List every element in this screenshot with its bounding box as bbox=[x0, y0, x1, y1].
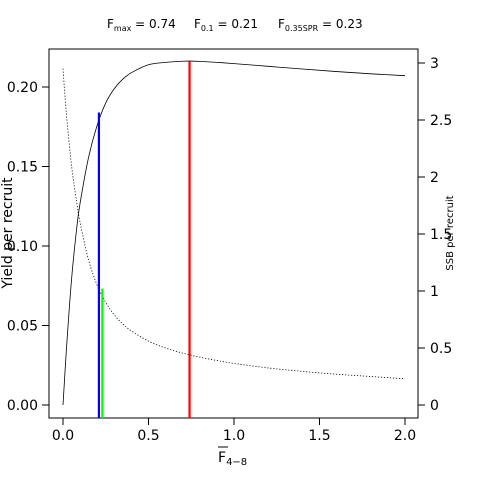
yield-per-recruit-line bbox=[62, 60, 406, 406]
series-layer bbox=[62, 60, 406, 406]
y-tick-label: 0.20 bbox=[7, 80, 38, 96]
y-tick-label: 0.05 bbox=[7, 319, 38, 335]
reference-lines bbox=[97, 61, 191, 418]
y-tick-label: 0.00 bbox=[7, 398, 38, 414]
y2-tick-label: 2 bbox=[430, 170, 439, 186]
y-axis-left: 0.00 0.05 0.10 0.15 0.20 bbox=[7, 80, 49, 414]
y2-axis-title: SSB per recruit bbox=[445, 195, 456, 270]
y2-tick-label: 1 bbox=[430, 284, 439, 300]
y-tick-label: 0.15 bbox=[7, 160, 38, 176]
x-tick-label: 0.0 bbox=[52, 428, 74, 444]
x-tick-label: 1.0 bbox=[223, 428, 245, 444]
chart-title: Fmax = 0.74 F0.1 = 0.21 F0.35SPR = 0.23 bbox=[107, 17, 363, 33]
y2-tick-label: 0 bbox=[430, 398, 439, 414]
y-tick-label: 0.10 bbox=[7, 239, 38, 255]
y2-tick-label: 2.5 bbox=[430, 113, 452, 129]
y-axis-right: 0 0.5 1 1.5 2 2.5 3 bbox=[418, 56, 452, 414]
title-part-2: F0.35SPR = 0.23 bbox=[278, 17, 363, 33]
x-axis: 0.0 0.5 1.0 1.5 2.0 bbox=[52, 418, 416, 444]
y2-tick-label: 1.5 bbox=[430, 227, 452, 243]
title-part-0: Fmax = 0.74 bbox=[107, 17, 176, 33]
title-part-1: F0.1 = 0.21 bbox=[194, 17, 258, 33]
x-tick-label: 0.5 bbox=[137, 428, 159, 444]
y2-tick-label: 0.5 bbox=[430, 341, 452, 357]
x-axis-title: F4−8 bbox=[218, 450, 247, 468]
x-tick-label: 2.0 bbox=[394, 428, 416, 444]
x-tick-label: 1.5 bbox=[308, 428, 330, 444]
ssb-per-recruit-line bbox=[62, 68, 406, 380]
axis-titles: F4−8 Yield per recruit SSB per recruit bbox=[0, 177, 456, 468]
y2-tick-label: 3 bbox=[430, 56, 439, 72]
y-axis-title: Yield per recruit bbox=[0, 177, 16, 290]
plot-frame bbox=[48, 48, 419, 419]
